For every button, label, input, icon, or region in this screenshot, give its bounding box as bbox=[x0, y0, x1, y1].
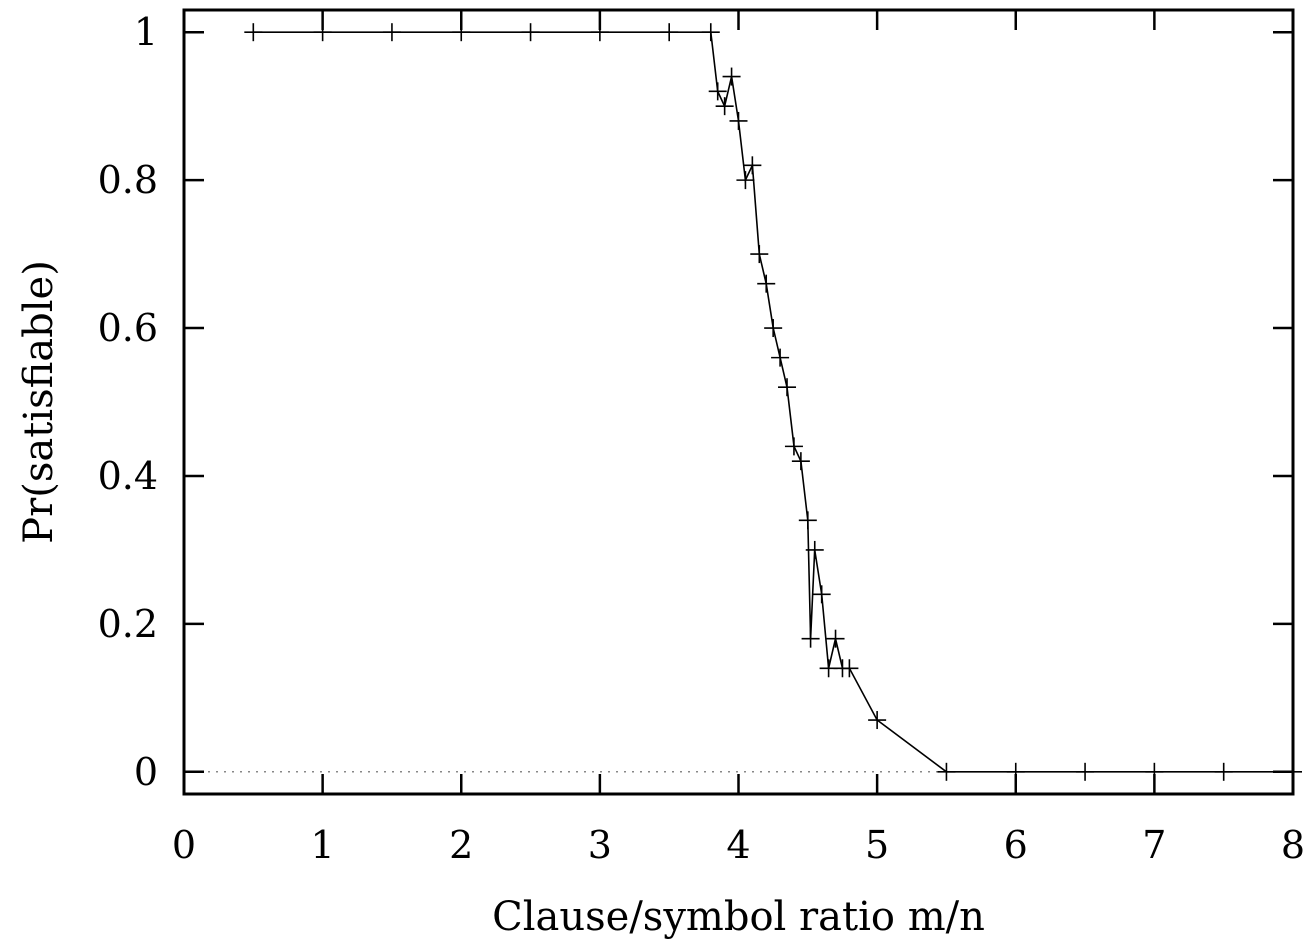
y-axis: 0 0.2 0.4 0.6 0.8 1 bbox=[98, 10, 1293, 794]
data-point bbox=[701, 23, 720, 42]
x-tick-label: 2 bbox=[449, 823, 473, 867]
x-tick-label: 5 bbox=[865, 823, 889, 867]
y-tick-label: 1 bbox=[134, 10, 158, 54]
data-point bbox=[750, 245, 769, 264]
y-tick-label: 0.6 bbox=[98, 306, 158, 350]
data-point bbox=[660, 23, 679, 42]
data-point bbox=[771, 348, 790, 367]
data-point bbox=[868, 711, 887, 730]
data-point bbox=[801, 629, 820, 648]
data-point bbox=[708, 82, 727, 101]
x-tick-label: 3 bbox=[588, 823, 612, 867]
data-point bbox=[521, 23, 540, 42]
plot-area bbox=[184, 23, 1302, 781]
y-axis-title: Pr(satisfiable) bbox=[16, 260, 62, 544]
data-point bbox=[736, 171, 755, 190]
data-point bbox=[812, 585, 831, 604]
data-point bbox=[1214, 762, 1233, 781]
data-point bbox=[743, 156, 762, 175]
data-point bbox=[382, 23, 401, 42]
x-axis-title: Clause/symbol ratio m/n bbox=[492, 894, 985, 940]
y-tick-label: 0.4 bbox=[98, 454, 158, 498]
x-tick-label: 4 bbox=[726, 823, 750, 867]
data-point bbox=[791, 452, 810, 471]
data-point bbox=[715, 97, 734, 116]
x-tick-label: 7 bbox=[1142, 823, 1166, 867]
x-tick-label: 1 bbox=[311, 823, 335, 867]
y-tick-label: 0.2 bbox=[98, 602, 158, 646]
data-point bbox=[764, 319, 783, 338]
y-tick-label: 0.8 bbox=[98, 158, 158, 202]
data-point bbox=[840, 659, 859, 678]
data-point bbox=[784, 437, 803, 456]
data-point bbox=[798, 511, 817, 530]
x-tick-label: 6 bbox=[1004, 823, 1028, 867]
data-point bbox=[826, 629, 845, 648]
data-point bbox=[722, 67, 741, 86]
data-point bbox=[778, 378, 797, 397]
x-axis: 0 1 2 3 4 5 6 7 8 bbox=[172, 10, 1305, 867]
data-point bbox=[757, 274, 776, 293]
x-tick-label: 0 bbox=[172, 823, 196, 867]
series-line bbox=[253, 31, 1293, 773]
data-point bbox=[244, 23, 263, 42]
data-point bbox=[729, 111, 748, 130]
data-point bbox=[805, 540, 824, 559]
data-point bbox=[1076, 762, 1095, 781]
data-point bbox=[937, 762, 956, 781]
x-tick-label: 8 bbox=[1281, 823, 1305, 867]
y-tick-label: 0 bbox=[134, 750, 158, 794]
